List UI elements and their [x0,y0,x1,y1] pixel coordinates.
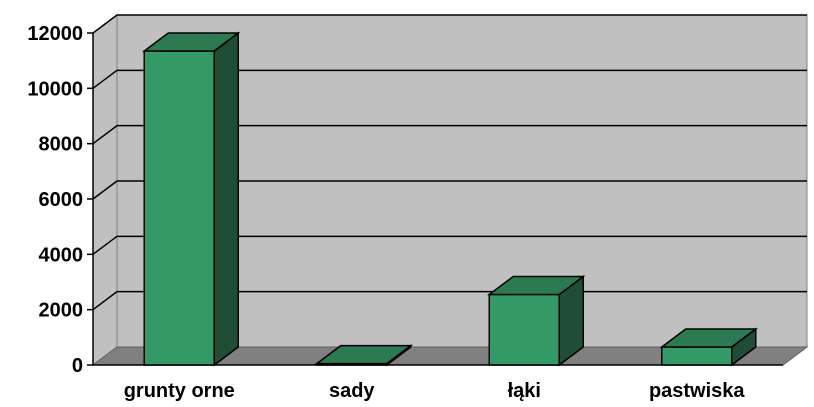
y-tick-labels: 0 2000 4000 6000 8000 10000 12000 [27,23,83,377]
x-category-labels: grunty orne sady łąki pastwiska [124,380,746,402]
x-category-label: grunty orne [124,380,235,402]
gridline [92,124,807,145]
y-tick-label: 2000 [39,300,84,322]
x-category-label: sady [329,380,375,402]
bar [142,31,241,367]
gridline [92,180,807,200]
gridline [92,235,807,255]
bar-front [143,50,215,366]
gridline [92,69,807,89]
bar-top [659,328,758,348]
bar-front [661,346,733,366]
bar [314,344,413,367]
bar-side [213,31,239,367]
bars [142,31,758,367]
bar-top [314,344,413,365]
y-tick-label: 12000 [27,23,83,45]
y-tick-label: 8000 [39,134,84,156]
y-tick-label: 0 [72,355,83,377]
bar-top [142,32,241,52]
bar [487,274,586,367]
bar-top [487,275,586,296]
bar [659,327,758,367]
gridline [92,14,807,34]
y-tick-label: 10000 [27,78,83,100]
x-category-label: łąki [508,380,541,402]
x-category-label: pastwiska [649,380,745,402]
y-tick-label: 4000 [39,244,84,266]
y-tick-label: 6000 [39,189,84,211]
bar-front [488,293,560,366]
